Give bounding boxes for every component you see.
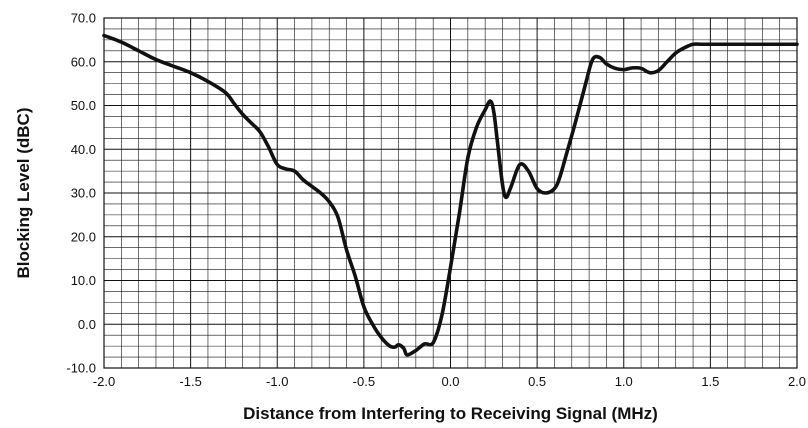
- x-tick-label: 0.5: [528, 374, 546, 389]
- x-tick-label: -0.5: [353, 374, 375, 389]
- y-axis-title: Blocking Level (dBC): [14, 108, 33, 279]
- x-tick-label: -1.5: [179, 374, 201, 389]
- y-tick-label: 10.0: [71, 273, 96, 288]
- x-tick-label: 1.5: [701, 374, 719, 389]
- y-tick-label: 0.0: [78, 317, 96, 332]
- x-tick-label: 0.0: [441, 374, 459, 389]
- x-tick-label: 1.0: [615, 374, 633, 389]
- x-tick-label: 2.0: [788, 374, 806, 389]
- y-tick-label: 20.0: [71, 229, 96, 244]
- y-tick-label: 50.0: [71, 98, 96, 113]
- x-tick-labels: -2.0 -1.5 -1.0 -0.5 0.0 0.5 1.0 1.5 2.0: [93, 374, 806, 389]
- y-tick-labels: -10.0 0.0 10.0 20.0 30.0 40.0 50.0 60.0 70.0: [66, 11, 96, 376]
- y-tick-label: 40.0: [71, 142, 96, 157]
- y-tick-label: -10.0: [66, 361, 96, 376]
- blocking-level-line: [102, 33, 799, 357]
- y-tick-label: 70.0: [71, 11, 96, 26]
- x-tick-label: -2.0: [93, 374, 115, 389]
- plot-border: [103, 17, 798, 369]
- x-tick-label: -1.0: [266, 374, 288, 389]
- y-tick-label: 60.0: [71, 54, 96, 69]
- x-axis-title: Distance from Interfering to Receiving S…: [243, 404, 658, 423]
- y-tick-label: 30.0: [71, 186, 96, 201]
